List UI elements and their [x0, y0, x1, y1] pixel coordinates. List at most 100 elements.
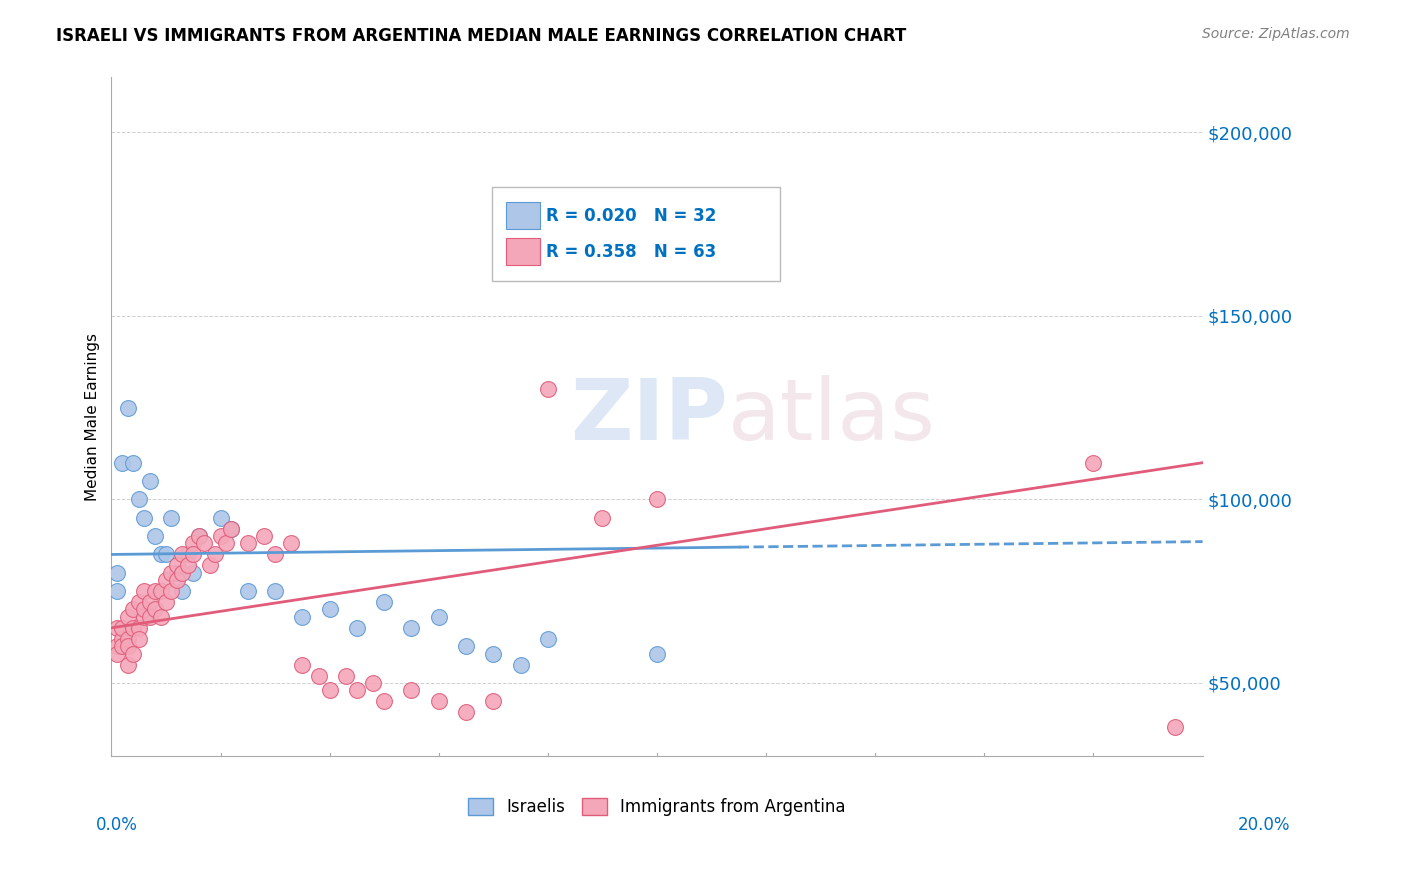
Point: [166, 566, 188, 580]
Point: [143, 584, 166, 599]
Point: [177, 558, 200, 573]
Point: [509, 657, 531, 672]
Point: [155, 548, 177, 562]
Point: [160, 510, 183, 524]
Point: [537, 382, 560, 396]
Point: [187, 529, 209, 543]
Point: [335, 668, 357, 682]
Point: [134, 610, 156, 624]
Point: [160, 566, 183, 580]
Point: [166, 558, 188, 573]
Point: [155, 595, 177, 609]
Point: [401, 683, 423, 698]
Point: [128, 621, 150, 635]
Point: [149, 584, 172, 599]
Point: [291, 610, 314, 624]
Point: [181, 548, 204, 562]
Point: [134, 510, 156, 524]
Point: [308, 668, 330, 682]
Point: [454, 639, 477, 653]
Text: Source: ZipAtlas.com: Source: ZipAtlas.com: [1202, 27, 1350, 41]
Point: [111, 621, 134, 635]
Point: [117, 657, 139, 672]
Point: [204, 548, 226, 562]
Point: [155, 573, 177, 587]
Point: [149, 548, 172, 562]
Point: [172, 584, 194, 599]
Point: [537, 632, 560, 646]
Point: [143, 602, 166, 616]
Point: [138, 595, 160, 609]
Point: [482, 647, 505, 661]
Point: [122, 456, 145, 470]
Point: [105, 639, 128, 653]
Point: [117, 639, 139, 653]
Point: [1083, 456, 1105, 470]
Point: [236, 536, 259, 550]
Point: [117, 610, 139, 624]
Point: [645, 492, 668, 507]
Point: [215, 536, 238, 550]
Text: R = 0.358   N = 63: R = 0.358 N = 63: [546, 243, 716, 260]
Point: [166, 573, 188, 587]
Point: [138, 474, 160, 488]
Point: [253, 529, 276, 543]
Point: [373, 595, 395, 609]
Point: [198, 558, 221, 573]
Point: [187, 529, 209, 543]
Point: [193, 536, 215, 550]
Point: [143, 529, 166, 543]
Point: [181, 566, 204, 580]
Point: [122, 647, 145, 661]
Point: [105, 647, 128, 661]
Point: [318, 602, 340, 616]
Point: [363, 676, 385, 690]
Point: [111, 632, 134, 646]
Point: [105, 621, 128, 635]
Point: [427, 610, 450, 624]
Text: R = 0.020   N = 32: R = 0.020 N = 32: [546, 207, 716, 225]
Point: [209, 529, 232, 543]
Point: [280, 536, 302, 550]
Legend: Israelis, Immigrants from Argentina: Israelis, Immigrants from Argentina: [461, 791, 852, 822]
Point: [138, 610, 160, 624]
Text: atlas: atlas: [728, 376, 936, 458]
Point: [134, 584, 156, 599]
Text: ZIP: ZIP: [569, 376, 727, 458]
Point: [181, 536, 204, 550]
Point: [122, 602, 145, 616]
Point: [172, 548, 194, 562]
Point: [177, 548, 200, 562]
Point: [291, 657, 314, 672]
Point: [427, 694, 450, 708]
Point: [128, 492, 150, 507]
Point: [318, 683, 340, 698]
Text: ISRAELI VS IMMIGRANTS FROM ARGENTINA MEDIAN MALE EARNINGS CORRELATION CHART: ISRAELI VS IMMIGRANTS FROM ARGENTINA MED…: [56, 27, 907, 45]
Point: [264, 548, 287, 562]
Point: [117, 401, 139, 415]
Text: 0.0%: 0.0%: [96, 816, 138, 834]
Point: [209, 510, 232, 524]
Point: [482, 694, 505, 708]
Text: 20.0%: 20.0%: [1239, 816, 1291, 834]
Point: [591, 510, 613, 524]
Point: [264, 584, 287, 599]
Point: [454, 705, 477, 719]
Point: [134, 602, 156, 616]
Point: [172, 566, 194, 580]
Point: [401, 621, 423, 635]
Point: [111, 456, 134, 470]
Point: [645, 647, 668, 661]
Point: [236, 584, 259, 599]
Point: [111, 639, 134, 653]
Y-axis label: Median Male Earnings: Median Male Earnings: [86, 333, 100, 500]
Point: [346, 683, 368, 698]
Point: [128, 595, 150, 609]
Point: [373, 694, 395, 708]
Point: [346, 621, 368, 635]
Point: [1164, 720, 1187, 734]
Point: [160, 584, 183, 599]
Point: [221, 522, 243, 536]
Point: [117, 632, 139, 646]
Point: [122, 621, 145, 635]
